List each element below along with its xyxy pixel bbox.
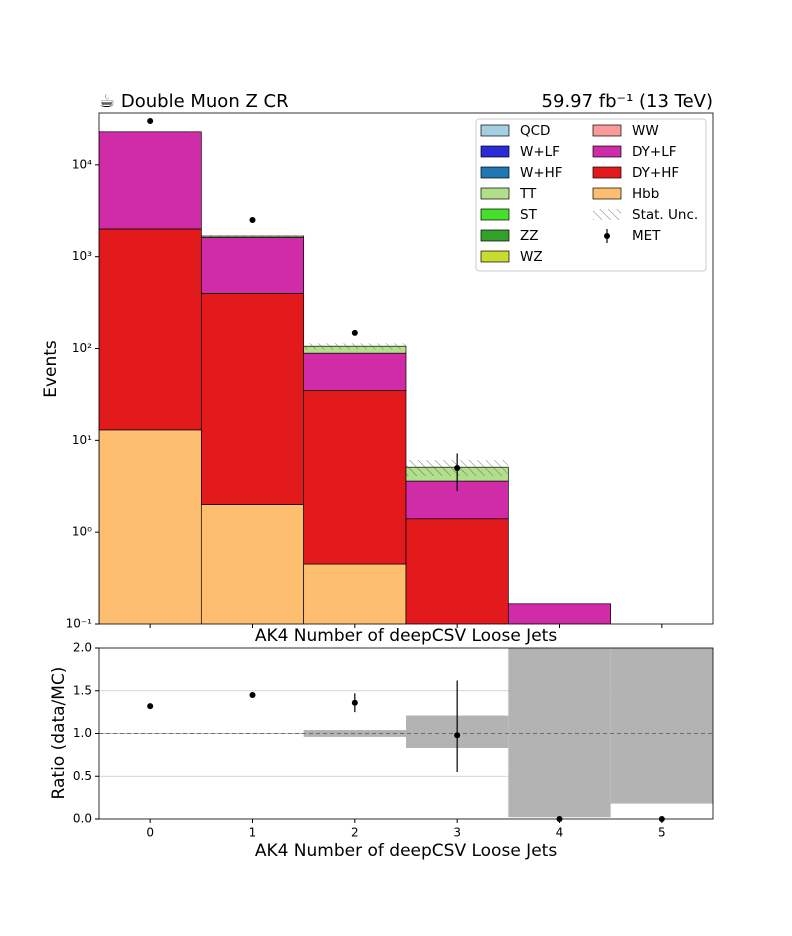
stat-unc [99,131,202,133]
x-axis-label: AK4 Number of deepCSV Loose Jets [255,841,558,861]
stat-unc [201,235,304,238]
ratio-point [454,732,461,739]
x-tick-label: 1 [249,826,257,840]
y-axis-label: Events [41,340,61,398]
legend-swatch [480,250,510,263]
stack-bar [405,518,509,624]
ratio-point [147,703,154,710]
stack-bar [200,504,305,624]
legend-label: DY+LF [632,144,677,160]
legend-label: DY+HF [632,165,679,181]
legend-swatch [604,233,610,239]
legend-label: Stat. Unc. [632,207,698,223]
legend-swatch [593,209,621,220]
unc-band [508,648,611,818]
y-tick-label: 10³ [72,249,92,263]
data-point [147,118,154,125]
legend-box [475,118,707,272]
y-tick-label: 2.0 [73,641,92,655]
y-tick-label: 1.0 [73,726,92,740]
stack-bar [99,228,202,431]
legend-label: Hbb [632,186,659,202]
stack-bar [303,563,407,624]
legend-label: QCD [520,123,550,139]
y-tick-label: 1.5 [73,683,92,697]
axes-frame [98,647,714,820]
legend-label: ZZ [520,228,539,244]
ratio-area [99,648,713,819]
legend-swatch [480,229,510,242]
legend-swatch [480,145,510,158]
y-tick-label: 0.0 [73,812,92,826]
plot-area [99,118,612,624]
x-tick-label: 0 [146,826,154,840]
stack-bar [303,352,407,391]
legend-swatch [480,166,510,179]
legend-swatch [480,208,510,221]
data-point [249,216,256,223]
x-tick-label: 3 [453,826,461,840]
legend-label: W+LF [520,144,560,160]
chart-subtitle: 59.97 fb⁻¹ (13 TeV) [542,91,713,112]
legend-swatch [592,166,622,179]
legend-label: ST [520,207,538,223]
legend-label: W+HF [520,165,563,181]
legend-label: WW [632,123,659,139]
x-tick-label: 2 [351,826,359,840]
stack-bar [200,237,305,294]
x-axis-label: AK4 Number of deepCSV Loose Jets [255,626,558,646]
legend-swatch [592,124,622,137]
stack-bar [303,390,407,565]
legend-swatch [480,124,510,137]
axes-frame [98,112,714,625]
legend-swatch [592,145,622,158]
legend-swatch [480,187,510,200]
y-tick-label: 10⁻¹ [66,617,93,631]
x-tick-label: 4 [556,826,564,840]
y-tick-label: 10⁴ [72,157,92,171]
legend-swatch [592,187,622,200]
y-axis-label: Ratio (data/MC) [49,667,69,800]
unc-band [610,648,713,804]
data-point [454,464,461,471]
stack-bar [99,131,202,230]
data-point [351,329,358,336]
y-tick-label: 0.5 [73,769,92,783]
y-tick-label: 10¹ [72,433,92,447]
stack-bar [200,293,305,505]
chart-title: ☕ Double Muon Z CR [99,91,289,112]
ratio-point [351,699,358,706]
legend-label: WZ [520,249,543,265]
stat-unc [303,343,406,350]
unc-band [201,733,304,734]
stack-bar [507,603,612,624]
x-tick-label: 5 [658,826,666,840]
stack-bar [99,429,202,624]
y-tick-label: 10⁰ [72,525,92,539]
legend-label: MET [632,228,661,244]
legend-label: TT [519,186,537,202]
ratio-point [249,692,256,699]
y-tick-label: 10² [72,341,92,355]
